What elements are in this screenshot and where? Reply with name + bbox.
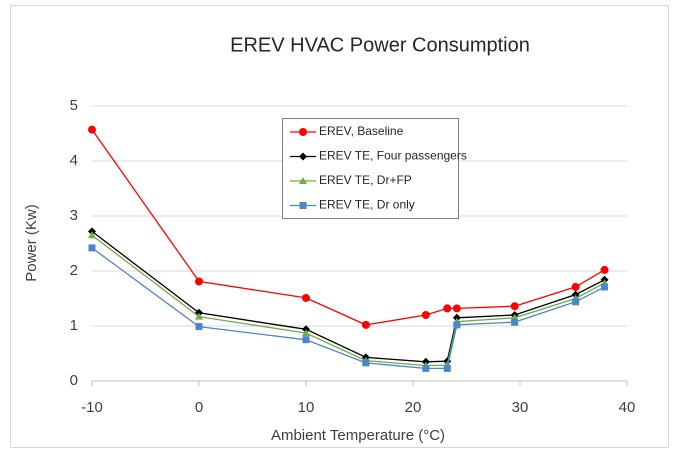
- y-tick-label: 1: [70, 317, 78, 334]
- marker: [299, 177, 307, 184]
- marker: [600, 265, 609, 274]
- marker: [452, 304, 461, 313]
- y-tick-label: 2: [70, 262, 78, 279]
- marker: [421, 311, 430, 319]
- marker: [88, 125, 96, 134]
- x-tick-label: 20: [405, 399, 422, 416]
- marker: [195, 323, 203, 331]
- marker: [601, 283, 609, 291]
- marker: [302, 293, 310, 302]
- marker: [572, 298, 580, 306]
- marker: [299, 128, 307, 136]
- chart-border: [10, 5, 669, 448]
- x-tick-label: 10: [298, 399, 315, 416]
- chart-title: EREV HVAC Power Consumption: [230, 34, 530, 56]
- x-tick-label: 40: [619, 399, 636, 416]
- y-tick-label: 3: [70, 207, 78, 224]
- x-axis-label: Ambient Temperature (°C): [271, 427, 445, 444]
- marker: [299, 202, 307, 209]
- marker: [361, 320, 370, 329]
- y-axis-label: Power (Kw): [23, 204, 40, 282]
- y-tick-label: 0: [70, 372, 78, 389]
- legend-box: [282, 118, 459, 219]
- series-line: [91, 234, 605, 367]
- legend-label: EREV, Baseline: [319, 124, 404, 138]
- legend-label: EREV TE, Dr+FP: [319, 173, 412, 187]
- marker: [195, 312, 203, 320]
- legend-label: EREV TE, Four passengers: [319, 149, 467, 163]
- marker: [88, 244, 96, 252]
- marker: [510, 302, 519, 311]
- marker: [299, 152, 307, 161]
- series-line: [91, 230, 605, 363]
- x-tick-label: 30: [512, 399, 529, 416]
- marker: [195, 277, 203, 286]
- marker: [571, 282, 580, 291]
- y-tick-label: 5: [70, 97, 78, 114]
- marker: [453, 321, 461, 329]
- marker: [88, 231, 96, 239]
- marker: [302, 336, 310, 344]
- series-line: [91, 129, 605, 326]
- marker: [511, 318, 519, 326]
- y-tick-label: 4: [70, 152, 78, 169]
- series-line: [91, 247, 605, 370]
- marker: [362, 359, 370, 367]
- marker: [422, 364, 430, 372]
- x-tick-label: -10: [81, 399, 103, 416]
- marker: [443, 304, 452, 313]
- marker: [443, 364, 451, 372]
- x-tick-label: 0: [195, 399, 203, 416]
- marker: [302, 329, 310, 337]
- legend-label: EREV TE, Dr only: [319, 198, 415, 212]
